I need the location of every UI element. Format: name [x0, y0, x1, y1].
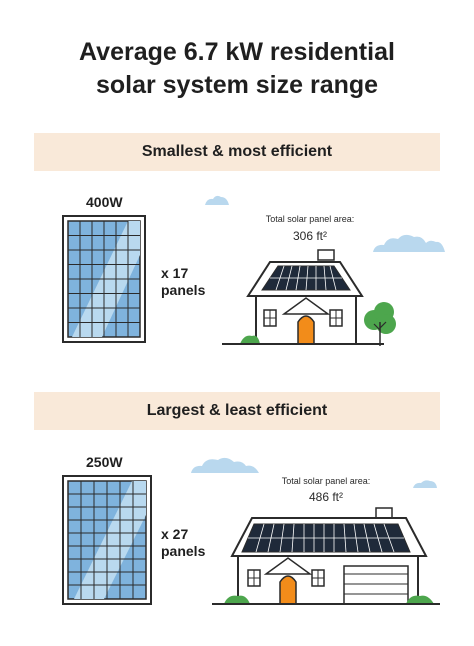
solar-panel-icon	[62, 475, 152, 605]
section-2-count-unit: panels	[161, 543, 206, 559]
section-2-heading: Largest & least efficient	[34, 392, 440, 430]
cloud-icon	[413, 480, 437, 488]
tree-icon	[364, 302, 396, 346]
section-2-count-value: x 27	[161, 526, 189, 542]
section-1-panel-wattage: 400W	[86, 194, 123, 210]
section-1-area-label: Total solar panel area:	[265, 214, 355, 224]
house-icon	[212, 507, 440, 605]
section-1-area-value: 306 ft²	[292, 229, 328, 243]
section-2-area-value: 486 ft²	[308, 490, 344, 504]
section-2-panel-count: x 27 panels	[161, 526, 205, 560]
cloud-icon	[205, 195, 229, 205]
section-1-count-value: x 17	[161, 265, 189, 281]
section-2-panel-wattage: 250W	[86, 454, 123, 470]
section-1-count-unit: panels	[161, 282, 206, 298]
title-line-2: solar system size range	[95, 71, 379, 99]
title-line-1: Average 6.7 kW residential	[79, 38, 395, 66]
page-title: Average 6.7 kW residential solar system …	[0, 36, 474, 102]
section-1-panel-count: x 17 panels	[161, 265, 205, 299]
section-2-area-label: Total solar panel area:	[281, 476, 371, 486]
house-icon	[222, 249, 384, 345]
cloud-icon	[373, 234, 445, 252]
section-1-heading: Smallest & most efficient	[34, 133, 440, 171]
cloud-icon	[191, 457, 259, 473]
solar-panel-icon	[62, 215, 146, 343]
